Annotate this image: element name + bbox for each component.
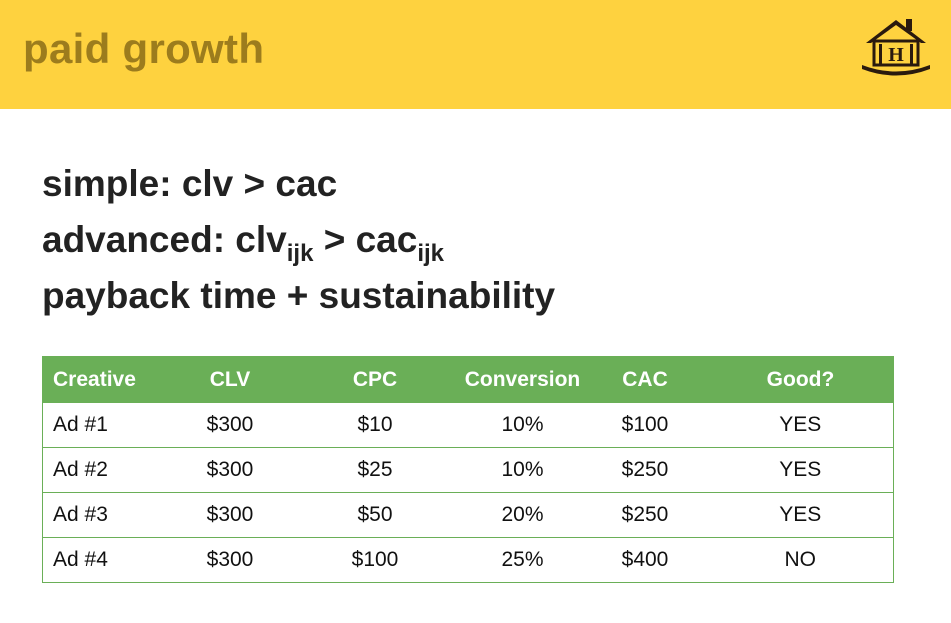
- logo-letter: H: [888, 44, 904, 66]
- column-header-good: Good?: [707, 356, 894, 403]
- bullet-advanced: advanced: clvijk > cacijk: [42, 212, 555, 268]
- cell-creative: Ad #3: [42, 492, 173, 538]
- table-row: Ad #1 $300 $10 10% $100 YES: [42, 402, 894, 448]
- cell-creative: Ad #1: [42, 402, 173, 448]
- column-header-cac: CAC: [582, 356, 708, 403]
- cell-conversion: 10%: [462, 447, 583, 493]
- bullet-payback: payback time + sustainability: [42, 275, 556, 316]
- cell-clv: $300: [172, 492, 288, 538]
- house-logo-icon: H: [862, 19, 930, 76]
- cell-creative: Ad #2: [42, 447, 173, 493]
- cell-good: NO: [707, 537, 894, 583]
- column-header-creative: Creative: [42, 356, 173, 403]
- ad-comparison-table: Creative CLV CPC Conversion CAC Good? Ad…: [42, 356, 894, 583]
- table-row: Ad #3 $300 $50 20% $250 YES: [42, 492, 894, 538]
- bullet-list: simple: clv > cac advanced: clvijk > cac…: [42, 156, 555, 324]
- column-header-cpc: CPC: [287, 356, 463, 403]
- cell-conversion: 10%: [462, 402, 583, 448]
- cell-cac: $250: [582, 492, 708, 538]
- bullet-simple: simple: clv > cac: [42, 163, 338, 204]
- cell-conversion: 20%: [462, 492, 583, 538]
- table-row: Ad #4 $300 $100 25% $400 NO: [42, 537, 894, 583]
- cell-clv: $300: [172, 402, 288, 448]
- cell-cpc: $25: [287, 447, 463, 493]
- header-bar: paid growth H: [0, 0, 951, 109]
- cell-cpc: $100: [287, 537, 463, 583]
- cell-good: YES: [707, 402, 894, 448]
- cell-good: YES: [707, 447, 894, 493]
- table-row: Ad #2 $300 $25 10% $250 YES: [42, 447, 894, 493]
- subscript: ijk: [417, 240, 445, 267]
- cell-clv: $300: [172, 537, 288, 583]
- subscript: ijk: [286, 240, 314, 267]
- bullet-advanced-part: advanced: clv: [42, 219, 287, 260]
- table-header-row: Creative CLV CPC Conversion CAC Good?: [42, 356, 894, 403]
- cell-conversion: 25%: [462, 537, 583, 583]
- cell-cac: $250: [582, 447, 708, 493]
- cell-cac: $400: [582, 537, 708, 583]
- cell-good: YES: [707, 492, 894, 538]
- cell-clv: $300: [172, 447, 288, 493]
- slide-title: paid growth: [23, 25, 265, 72]
- column-header-clv: CLV: [172, 356, 288, 403]
- column-header-conversion: Conversion: [462, 356, 583, 403]
- bullet-advanced-part: > cac: [313, 219, 418, 260]
- cell-cpc: $50: [287, 492, 463, 538]
- cell-cac: $100: [582, 402, 708, 448]
- cell-cpc: $10: [287, 402, 463, 448]
- cell-creative: Ad #4: [42, 537, 173, 583]
